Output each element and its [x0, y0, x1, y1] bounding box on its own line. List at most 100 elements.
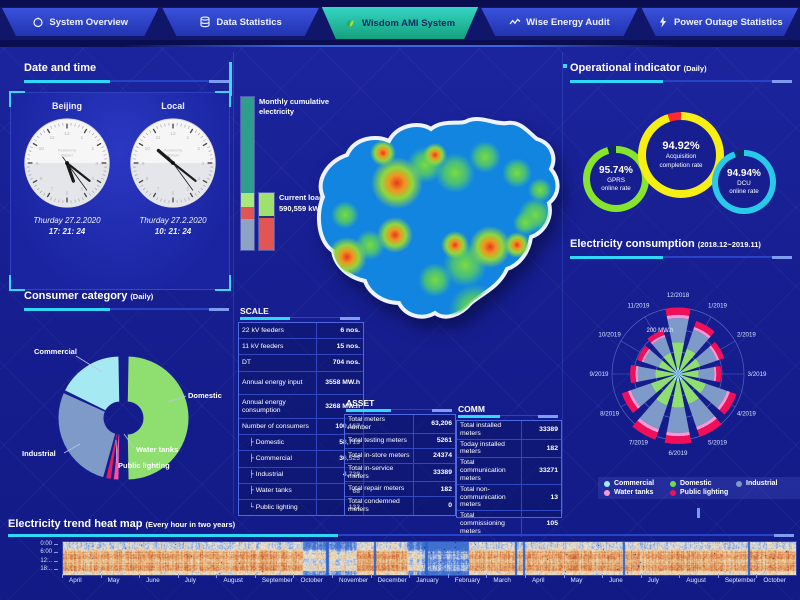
tab-label: Wise Energy Audit — [526, 16, 610, 28]
legend-dot — [670, 489, 676, 496]
lightning-icon — [657, 16, 669, 28]
title-underline — [346, 408, 452, 412]
pie-slice-label: Public lighting — [118, 461, 170, 470]
current-load-value: 590,559 kW — [279, 204, 320, 213]
month-label: August — [216, 574, 255, 584]
tab-system-overview[interactable]: System Overview — [2, 8, 158, 36]
legend-item: Public lighting — [670, 489, 736, 496]
table-row: ├ Domestic 58,713 — [239, 434, 363, 451]
cell-value: 132 — [316, 499, 363, 516]
rose-month-label: 7/2019 — [629, 439, 648, 446]
rose-month-label: 10/2019 — [598, 332, 621, 339]
month-label: May — [563, 574, 603, 584]
legend-item: Industrial — [736, 480, 800, 487]
tab-label: Power Outage Statistics — [673, 16, 783, 28]
pie-slice-label: Commercial — [34, 347, 77, 356]
gauge-value: 95.74% — [599, 164, 633, 176]
cell-value: 24374 — [412, 448, 455, 463]
table-row: Number of consumers 100,167 — [239, 418, 363, 435]
cell-label: 22 kV feeders — [242, 326, 284, 334]
current-load-bar — [258, 192, 275, 251]
cell-label: DT — [242, 359, 252, 367]
consumer-category-pie-chart: Commercial Domestic Industrial Water tanks P… — [22, 347, 222, 481]
svg-text:5: 5 — [81, 187, 84, 193]
world-clock-panel: Beijing 1 2 3 4 5 6 7 8 9 10 11 12 Powered by Wisdom … — [9, 91, 231, 291]
tab-wise-energy-audit[interactable]: Wise Energy Audit — [481, 8, 637, 36]
svg-text:12: 12 — [170, 131, 176, 137]
table-row: Total testing meters 5261 — [345, 432, 455, 448]
svg-text:11: 11 — [50, 135, 55, 141]
legend-dot — [604, 489, 610, 496]
main-nav: System Overview Data Statistics Wisdom A… — [0, 7, 800, 40]
month-label: October — [756, 574, 795, 584]
cell-label: Total in-service meters — [348, 464, 394, 480]
svg-text:8: 8 — [40, 176, 43, 182]
bar-segment — [241, 207, 254, 219]
rose-month-label: 4/2019 — [737, 411, 756, 418]
cell-value: 0 — [412, 497, 455, 516]
cell-value: 105 — [520, 511, 561, 537]
tab-power-outage-statistics[interactable]: Power Outage Statistics — [642, 8, 798, 36]
svg-text:3: 3 — [95, 161, 98, 167]
rose-month-label: 2/2019 — [737, 332, 756, 339]
cell-value: 13 — [520, 484, 561, 511]
comm-table-title: COMM — [458, 404, 485, 414]
clock-date: Thurday 27.2.2020 — [33, 216, 101, 225]
cell-label: Total communication meters — [460, 459, 506, 482]
cell-label: Total condemned meters — [348, 498, 400, 514]
gauge-value: 94.92% — [662, 140, 700, 152]
clock-time: 10: 21: 24 — [154, 227, 192, 236]
month-label: May — [100, 574, 140, 584]
tab-wisdom-ami-system[interactable]: Wisdom AMI System — [322, 7, 478, 39]
scale-table-title: SCALE — [240, 306, 269, 316]
pie-slice-label: Water tanks — [136, 445, 178, 454]
monthly-cumulative-bar — [240, 96, 255, 251]
cell-value: 182 — [520, 439, 561, 458]
cyan-dot — [563, 64, 567, 68]
rose-month-label: 12/2018 — [667, 292, 690, 299]
tab-data-statistics[interactable]: Data Statistics — [162, 8, 318, 36]
month-label: February — [447, 574, 487, 584]
cell-label: Total repair meters — [348, 485, 405, 493]
clock-time: 17: 21: 24 — [48, 227, 86, 236]
title-underline — [458, 414, 558, 418]
rose-radial-tick-label: 200 MW.h — [646, 328, 673, 334]
cell-label: Total non-communication meters — [460, 485, 506, 509]
nav-glow-line — [120, 45, 680, 47]
cell-value: 182 — [412, 482, 455, 497]
svg-text:1: 1 — [187, 135, 190, 141]
month-label: November — [332, 574, 371, 584]
scale-table: 22 kV feeders 6 nos. 11 kV feeders 15 nos.… — [238, 322, 364, 516]
table-row: Annual energy input 3558 MW.h — [239, 370, 363, 395]
cell-value: 704 nos. — [316, 355, 363, 371]
tab-label: System Overview — [49, 16, 129, 28]
gauge-label: DCU online rate — [729, 179, 759, 196]
clock-date: Thurday 27.2.2020 — [139, 216, 207, 225]
title-underline — [24, 307, 229, 311]
svg-text:2: 2 — [91, 146, 94, 152]
cell-label: 11 kV feeders — [242, 342, 284, 350]
asset-table-title: ASSET — [346, 398, 375, 408]
bar-segment — [259, 218, 274, 250]
cell-value: 58,713 — [316, 435, 363, 451]
cell-label: ├ Commercial — [249, 455, 292, 463]
table-row: ├ Water tanks 68 — [239, 482, 363, 499]
bar-segment — [241, 218, 254, 250]
hour-label: 0:00 — [18, 541, 58, 549]
svg-text:Wisdom: Wisdom — [167, 153, 180, 157]
divider — [562, 52, 563, 514]
table-row: Annual energy consumption 3268 MW.h — [239, 394, 363, 419]
tick-accent — [697, 508, 700, 518]
month-label: December — [370, 574, 410, 584]
svg-text:5: 5 — [187, 187, 190, 193]
cell-value: 68 — [316, 483, 363, 499]
comm-table: Total installed meters 33389 Today instal… — [456, 420, 562, 537]
month-label: August — [679, 574, 718, 584]
rose-month-label: 3/2019 — [748, 371, 767, 378]
rose-month-label: 6/2019 — [669, 450, 688, 457]
month-label: June — [602, 574, 641, 584]
svg-text:4: 4 — [197, 176, 200, 182]
hour-label: 18:.. — [18, 566, 58, 574]
cell-label: Annual energy consumption — [242, 398, 286, 414]
